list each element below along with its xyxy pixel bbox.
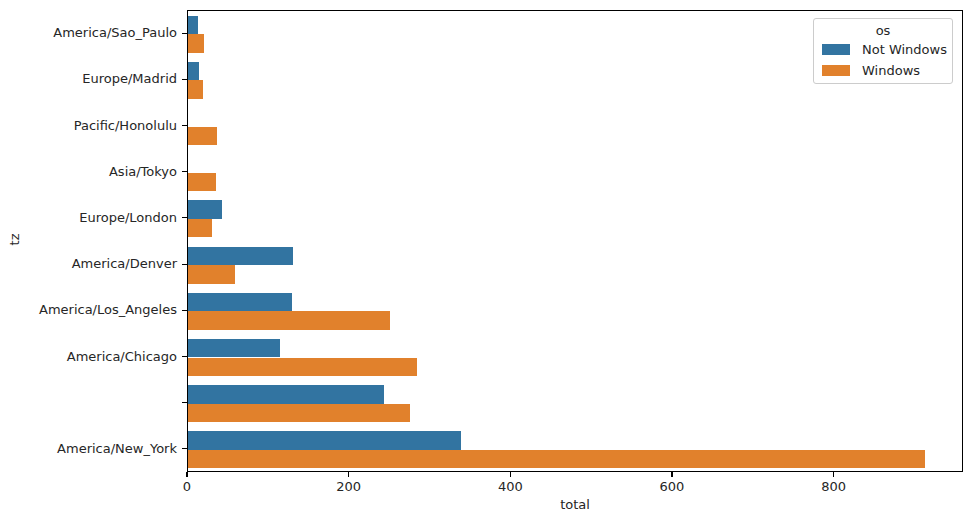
- y-tick: [182, 33, 187, 34]
- x-tick: [186, 472, 187, 477]
- bar-windows: [188, 450, 925, 468]
- bar-not-windows: [188, 431, 461, 449]
- x-tick: [671, 472, 672, 477]
- bar-windows: [188, 127, 217, 145]
- y-tick-label: America/Los_Angeles: [0, 302, 177, 318]
- bar-windows: [188, 265, 235, 283]
- y-tick-label: America/Chicago: [0, 349, 177, 365]
- bar-chart-figure: tz total os Not Windows Windows America/…: [0, 0, 971, 525]
- x-axis-label: total: [187, 497, 963, 512]
- y-tick-label: Europe/Madrid: [0, 71, 177, 87]
- bar-windows: [188, 80, 203, 98]
- legend-title: os: [822, 22, 944, 39]
- legend: os Not Windows Windows: [813, 18, 953, 84]
- x-tick: [833, 472, 834, 477]
- bar-windows: [188, 404, 410, 422]
- y-tick: [182, 356, 187, 357]
- bar-not-windows: [188, 16, 198, 34]
- x-tick-label: 800: [804, 479, 864, 495]
- y-tick-label: America/New_York: [0, 441, 177, 457]
- bar-not-windows: [188, 339, 280, 357]
- x-tick-label: 600: [642, 479, 702, 495]
- y-tick-label: Pacific/Honolulu: [0, 118, 177, 134]
- legend-swatch-windows: [822, 65, 850, 76]
- legend-label-windows: Windows: [862, 63, 920, 79]
- bar-windows: [188, 358, 417, 376]
- y-tick-label: Europe/London: [0, 210, 177, 226]
- legend-label-not-windows: Not Windows: [862, 42, 947, 58]
- bar-windows: [188, 311, 390, 329]
- bar-not-windows: [188, 200, 222, 218]
- y-tick: [182, 402, 187, 403]
- y-tick: [182, 217, 187, 218]
- x-tick: [348, 472, 349, 477]
- x-tick-label: 400: [480, 479, 540, 495]
- y-axis-label: tz: [7, 225, 22, 255]
- y-tick: [182, 310, 187, 311]
- y-tick: [182, 448, 187, 449]
- bar-not-windows: [188, 293, 292, 311]
- bar-not-windows: [188, 385, 384, 403]
- y-tick: [182, 264, 187, 265]
- legend-entry-windows: Windows: [822, 60, 944, 81]
- bar-not-windows: [188, 247, 293, 265]
- y-tick: [182, 125, 187, 126]
- x-tick-label: 0: [157, 479, 217, 495]
- y-tick-label: America/Denver: [0, 256, 177, 272]
- x-tick-label: 200: [319, 479, 379, 495]
- bar-windows: [188, 173, 216, 191]
- y-tick-label: America/Sao_Paulo: [0, 25, 177, 41]
- legend-entry-not-windows: Not Windows: [822, 39, 944, 60]
- x-tick: [510, 472, 511, 477]
- bar-windows: [188, 219, 212, 237]
- bar-not-windows: [188, 62, 199, 80]
- y-tick-label: Asia/Tokyo: [0, 164, 177, 180]
- y-tick: [182, 171, 187, 172]
- legend-swatch-not-windows: [822, 44, 850, 55]
- bar-windows: [188, 34, 204, 52]
- y-tick: [182, 79, 187, 80]
